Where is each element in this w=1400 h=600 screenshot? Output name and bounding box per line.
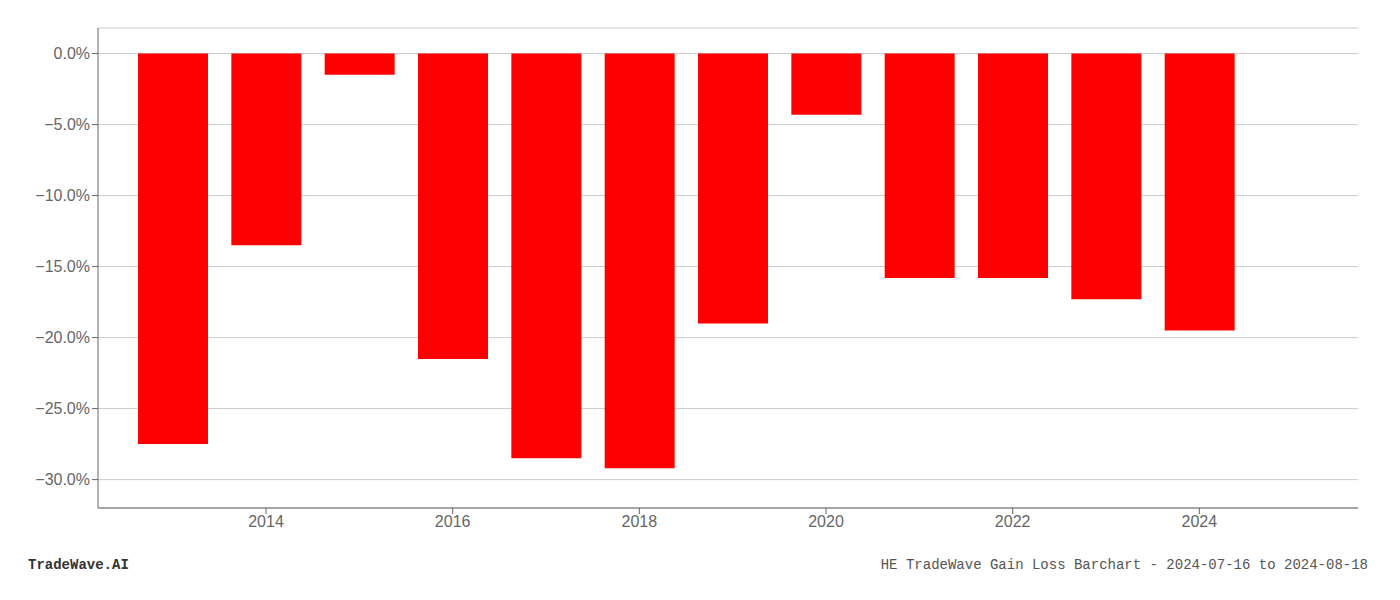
svg-text:2020: 2020: [808, 513, 844, 530]
svg-text:2016: 2016: [435, 513, 471, 530]
svg-text:2024: 2024: [1182, 513, 1218, 530]
html-text:TradeWave.AI: TradeWave.AI: [28, 557, 129, 573]
svg-text:−30.0%: −30.0%: [35, 471, 90, 488]
svg-text:−5.0%: −5.0%: [44, 116, 90, 133]
html-text:HE TradeWave Gain Loss Barchar: HE TradeWave Gain Loss Barchart - 2024-0…: [880, 557, 1368, 573]
svg-text:0.0%: 0.0%: [54, 45, 90, 62]
svg-text:−10.0%: −10.0%: [35, 187, 90, 204]
svg-text:−15.0%: −15.0%: [35, 258, 90, 275]
svg-text:−25.0%: −25.0%: [35, 400, 90, 417]
svg-text:−20.0%: −20.0%: [35, 329, 90, 346]
svg-text:2014: 2014: [248, 513, 284, 530]
svg-text:2018: 2018: [622, 513, 658, 530]
svg-text:2022: 2022: [995, 513, 1031, 530]
